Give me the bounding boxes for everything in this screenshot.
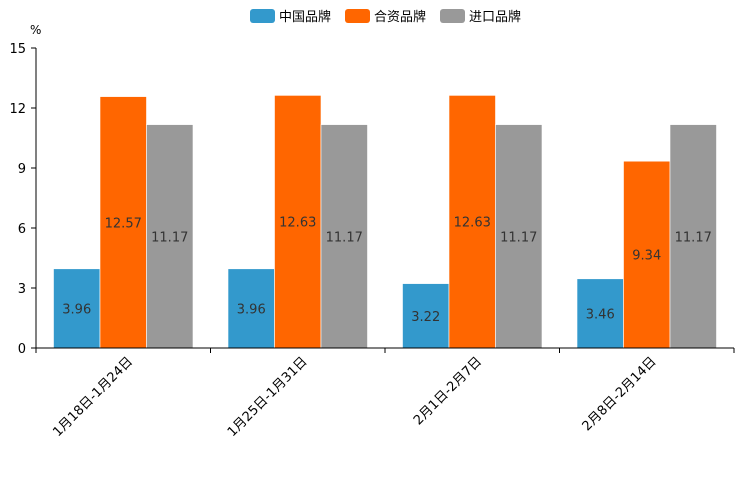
bar-value-label: 11.17 — [151, 230, 188, 245]
y-tick-label: 9 — [18, 162, 26, 177]
legend-label: 进口品牌 — [469, 9, 521, 25]
y-tick-label: 6 — [18, 222, 26, 237]
y-axis-unit-label: % — [30, 23, 41, 37]
x-tick-label: 2月1日-2月7日 — [411, 354, 485, 428]
bar — [320, 124, 368, 349]
bar-value-label: 11.17 — [326, 230, 363, 245]
bar — [99, 96, 147, 349]
bar-value-label: 12.63 — [454, 216, 491, 231]
legend-label: 中国品牌 — [279, 9, 331, 25]
x-axis: 1月18日-1月24日 1月25日-1月31日 2月1日-2月7日 2月8日-2月14… — [35, 347, 735, 440]
legend-label: 合资品牌 — [374, 9, 426, 25]
bar — [669, 124, 717, 349]
bars-group: 3.96 12.57 11.17 3.96 12.63 11.17 3.22 12.63 11.… — [53, 95, 717, 349]
y-axis: 0 3 6 9 12 15 — [9, 42, 37, 357]
bar-value-label: 3.96 — [62, 302, 91, 317]
bar — [495, 124, 543, 349]
legend-swatch — [440, 9, 465, 23]
y-tick-label: 15 — [9, 42, 26, 57]
bar — [623, 160, 671, 349]
legend: 中国品牌 合资品牌 进口品牌 — [250, 9, 521, 25]
bar-value-label: 11.17 — [675, 230, 712, 245]
bar — [227, 268, 275, 349]
x-tick-label: 2月8日-2月14日 — [580, 354, 660, 434]
bar-value-label: 9.34 — [632, 249, 661, 264]
bar — [274, 95, 322, 349]
legend-swatch — [250, 9, 275, 23]
bar-value-label: 12.57 — [105, 216, 142, 231]
bar-value-label: 12.63 — [279, 216, 316, 231]
bar — [146, 124, 194, 349]
x-tick-label: 1月25日-1月31日 — [225, 354, 311, 440]
y-tick-label: 0 — [18, 342, 26, 357]
y-tick-label: 12 — [9, 102, 26, 117]
y-tick-label: 3 — [18, 282, 26, 297]
bar-value-label: 3.96 — [237, 302, 266, 317]
bar-value-label: 3.22 — [411, 310, 440, 325]
bar-value-label: 3.46 — [586, 307, 615, 322]
legend-swatch — [345, 9, 370, 23]
bar — [448, 95, 496, 349]
bar-value-label: 11.17 — [500, 230, 537, 245]
x-tick-label: 1月18日-1月24日 — [50, 354, 136, 440]
